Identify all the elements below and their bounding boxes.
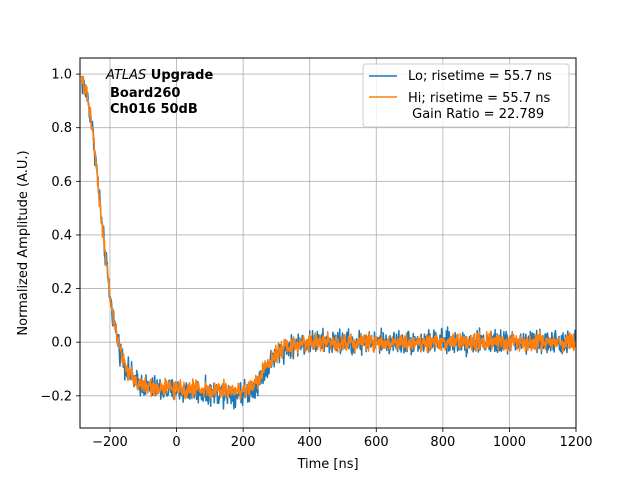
y-tick-label: 0.4 (51, 228, 72, 243)
legend-entry-hi-line-1: Hi; risetime = 55.7 ns (408, 91, 550, 106)
x-tick-label: 0 (172, 435, 180, 450)
annotation-line-1: ATLAS Upgrade (105, 68, 213, 83)
annotation-line-2: Board260 (110, 86, 180, 101)
series-line-hi (80, 75, 576, 401)
y-tick-label: 0.6 (51, 175, 72, 190)
annotation-atlas: ATLAS (105, 68, 146, 83)
y-tick-label: 1.0 (51, 68, 72, 83)
x-tick-label: 400 (297, 435, 322, 450)
x-tick-label: −200 (92, 435, 128, 450)
annotation-upgrade: Upgrade (146, 68, 213, 83)
y-tick-label: 0.2 (51, 282, 72, 297)
plot-frame (79, 57, 577, 429)
axis-ticks: −200 0 200 400 600 800 1000 1200 −0.2 0.0 0.2 0.4 0.… (40, 68, 592, 450)
legend-entry-lo: Lo; risetime = 55.7 ns (408, 69, 552, 84)
series-layer (80, 75, 576, 410)
annotation-line-3: Ch016 50dB (110, 102, 198, 117)
legend: Lo; risetime = 55.7 ns Hi; risetime = 55… (362, 63, 570, 128)
x-tick-label: 200 (231, 435, 256, 450)
y-axis-label: Normalized Amplitude (A.U.) (16, 150, 31, 335)
atlas-annotation: ATLAS Upgrade Board260 Ch016 50dB (105, 68, 213, 117)
x-tick-label: 600 (364, 435, 389, 450)
x-axis-label: Time [ns] (296, 457, 358, 472)
legend-entry-hi-line-2: Gain Ratio = 22.789 (408, 107, 544, 122)
legend-box (362, 63, 570, 128)
y-tick-label: 0.0 (51, 336, 72, 351)
x-tick-label: 1000 (493, 435, 526, 450)
x-tick-label: 800 (430, 435, 455, 450)
y-tick-label: 0.8 (51, 121, 72, 136)
x-tick-label: 1200 (559, 435, 592, 450)
y-tick-label: −0.2 (40, 389, 72, 404)
